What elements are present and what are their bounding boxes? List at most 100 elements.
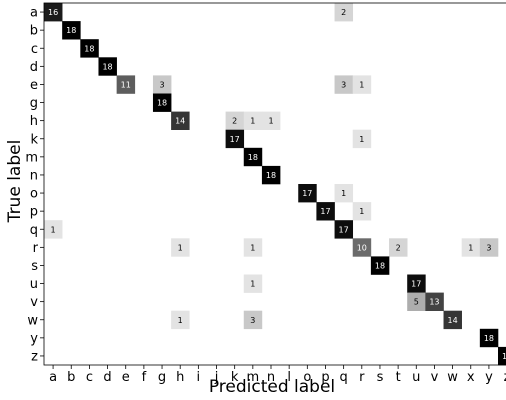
cell-y-y: [479, 328, 499, 348]
cell-value-g-g: 18: [157, 99, 167, 108]
y-tick-label-q: q: [30, 223, 38, 238]
cell-value-o-q: 1: [341, 189, 346, 198]
x-tick-label-f: f: [142, 370, 147, 385]
y-tick-label-n: n: [30, 168, 38, 183]
y-tick-label-u: u: [30, 277, 38, 292]
plot-frame: [43, 2, 506, 366]
cell-value-p-r: 1: [359, 207, 364, 216]
cell-r-r: [352, 238, 372, 257]
cell-r-m: [243, 238, 263, 257]
cell-k-k: [225, 129, 245, 149]
cell-value-y-y: 18: [484, 334, 494, 343]
cell-value-u-m: 1: [250, 280, 255, 289]
x-tick-label-z: z: [504, 370, 506, 385]
cell-r-h: [171, 238, 190, 257]
cell-value-s-s: 18: [375, 261, 385, 270]
cell-value-h-n: 1: [268, 117, 273, 126]
y-tick-label-o: o: [30, 187, 38, 202]
cell-a-a: [44, 3, 63, 22]
x-tick-label-o: o: [303, 370, 311, 385]
cell-m-m: [243, 147, 263, 167]
y-tick-label-p: p: [30, 205, 38, 220]
x-tick-label-v: v: [431, 370, 439, 385]
x-ticks: abcdefghijkmnlopqrstuvwxyz: [49, 365, 506, 385]
cell-value-o-o: 17: [302, 189, 312, 198]
cell-value-v-u: 5: [414, 298, 419, 307]
cell-value-n-n: 18: [266, 171, 276, 180]
x-tick-label-l: l: [287, 370, 291, 385]
cell-value-d-d: 18: [102, 62, 112, 71]
cell-e-q: [334, 75, 354, 94]
cell-value-k-k: 17: [230, 135, 240, 144]
y-tick-label-k: k: [30, 132, 38, 147]
x-tick-label-y: y: [485, 370, 493, 385]
cell-value-c-c: 18: [84, 44, 94, 53]
cell-g-g: [152, 93, 172, 112]
y-tick-label-m: m: [25, 150, 38, 165]
cell-a-q: [334, 3, 354, 22]
cell-q-a: [44, 220, 63, 239]
cell-h-m: [243, 111, 263, 130]
cell-value-w-w: 14: [448, 316, 458, 325]
y-tick-label-d: d: [30, 60, 38, 75]
cell-value-q-q: 17: [339, 225, 349, 234]
cell-w-w: [443, 310, 462, 330]
x-tick-label-e: e: [122, 370, 130, 385]
cell-value-z-z: 18: [502, 352, 506, 361]
cell-k-r: [352, 129, 372, 149]
cell-value-e-q: 3: [341, 80, 346, 89]
cell-h-k: [225, 111, 245, 130]
x-tick-label-k: k: [231, 370, 239, 385]
cell-u-m: [243, 274, 263, 293]
cell-value-a-a: 16: [48, 8, 58, 17]
cell-value-a-q: 2: [341, 8, 346, 17]
cell-value-b-b: 18: [66, 26, 76, 35]
x-tick-label-n: n: [267, 370, 275, 385]
cell-h-n: [261, 111, 281, 130]
y-tick-label-z: z: [31, 349, 38, 364]
cell-r-t: [389, 238, 408, 257]
x-tick-label-i: i: [197, 370, 201, 385]
cell-value-k-r: 1: [359, 135, 364, 144]
x-tick-label-t: t: [396, 370, 401, 385]
cell-value-h-h: 14: [175, 117, 185, 126]
x-tick-label-q: q: [340, 370, 348, 385]
x-tick-label-g: g: [158, 370, 166, 385]
cell-w-h: [171, 310, 190, 330]
y-tick-label-g: g: [30, 96, 38, 111]
cell-r-y: [479, 238, 499, 257]
x-tick-label-m: m: [247, 370, 260, 385]
cell-v-u: [407, 292, 426, 311]
x-tick-label-w: w: [447, 370, 458, 385]
cell-d-d: [98, 57, 117, 76]
x-axis-label: Predicted label: [209, 377, 335, 397]
y-tick-label-y: y: [30, 331, 38, 346]
x-tick-label-b: b: [67, 370, 75, 385]
cell-value-m-m: 18: [248, 153, 258, 162]
cell-value-h-k: 2: [232, 117, 237, 126]
x-tick-label-c: c: [86, 370, 93, 385]
cell-value-q-a: 1: [51, 225, 56, 234]
y-tick-label-w: w: [27, 313, 38, 328]
x-tick-label-u: u: [412, 370, 420, 385]
cell-p-p: [316, 202, 335, 221]
cell-h-h: [171, 111, 190, 130]
x-tick-label-p: p: [321, 370, 329, 385]
cell-o-o: [298, 184, 317, 203]
cell-q-q: [334, 220, 354, 239]
y-tick-label-s: s: [31, 259, 38, 274]
cell-value-v-v: 13: [429, 298, 439, 307]
y-axis-label: True label: [5, 140, 25, 224]
x-tick-label-h: h: [176, 370, 184, 385]
cell-value-r-h: 1: [178, 243, 183, 252]
y-tick-label-e: e: [30, 78, 38, 93]
cell-w-m: [243, 310, 263, 330]
x-tick-label-s: s: [377, 370, 384, 385]
plot-border: [43, 2, 506, 366]
cell-value-r-r: 10: [357, 243, 367, 252]
x-tick-label-x: x: [467, 370, 475, 385]
